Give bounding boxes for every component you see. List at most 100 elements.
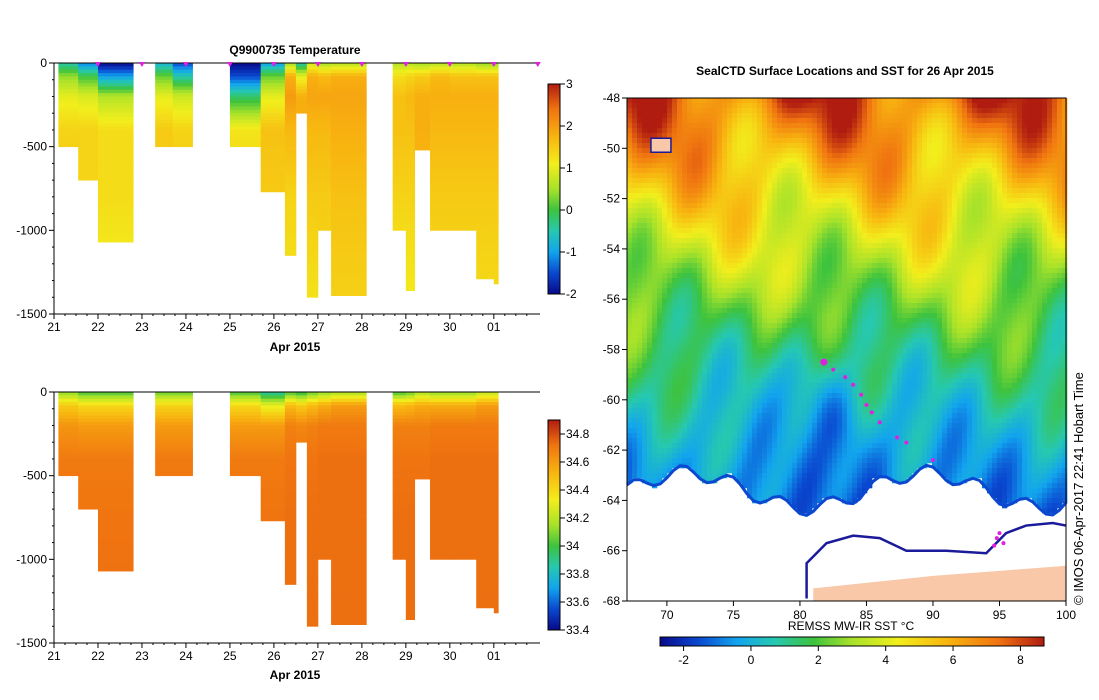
section-cell bbox=[405, 99, 416, 104]
sst-pixel bbox=[777, 238, 783, 244]
sst-pixel bbox=[902, 178, 908, 184]
section-cell bbox=[295, 63, 308, 67]
sst-pixel bbox=[827, 178, 833, 184]
section-cell bbox=[78, 79, 99, 84]
sst-pixel bbox=[777, 183, 783, 189]
section-cell bbox=[331, 109, 367, 114]
sst-pixel bbox=[977, 193, 983, 199]
sst-pixel bbox=[952, 128, 958, 134]
section-cell bbox=[97, 73, 134, 77]
section-cell bbox=[78, 492, 99, 497]
sst-pixel bbox=[767, 173, 773, 179]
sst-pixel bbox=[1042, 143, 1048, 149]
section-cell bbox=[78, 482, 99, 487]
section-cell bbox=[155, 405, 174, 410]
sst-pixel bbox=[752, 188, 758, 194]
section-cell bbox=[449, 479, 477, 483]
sst-pixel bbox=[912, 113, 918, 119]
sst-pixel bbox=[1032, 123, 1038, 129]
section-cell bbox=[284, 398, 297, 403]
section-cell bbox=[306, 223, 319, 228]
sst-pixel bbox=[702, 238, 708, 244]
sst-pixel bbox=[847, 233, 853, 239]
sst-pixel bbox=[967, 118, 973, 124]
sst-pixel bbox=[887, 243, 893, 249]
sst-pixel bbox=[817, 213, 823, 219]
sst-pixel bbox=[917, 258, 923, 264]
sst-pixel bbox=[902, 198, 908, 204]
sst-pixel bbox=[717, 153, 723, 159]
section-cell bbox=[392, 129, 407, 134]
sst-pixel bbox=[1027, 123, 1033, 129]
section-cell bbox=[78, 170, 99, 174]
section-cell bbox=[260, 438, 286, 443]
section-cell bbox=[430, 86, 451, 91]
section-cell bbox=[317, 455, 332, 460]
sst-pixel bbox=[772, 118, 778, 124]
sst-pixel bbox=[757, 108, 763, 114]
sst-pixel bbox=[762, 138, 768, 144]
sst-pixel bbox=[782, 163, 788, 169]
sst-pixel bbox=[887, 248, 893, 254]
section-cell bbox=[284, 422, 297, 426]
section-cell bbox=[306, 153, 319, 158]
section-cell bbox=[260, 472, 286, 477]
sst-pixel bbox=[912, 153, 918, 159]
sst-pixel bbox=[772, 228, 778, 234]
sst-pixel bbox=[832, 128, 838, 134]
sst-pixel bbox=[642, 233, 648, 239]
sst-pixel bbox=[797, 118, 803, 124]
sst-pixel bbox=[677, 138, 683, 144]
section-cell bbox=[493, 408, 499, 413]
section-cell bbox=[476, 606, 495, 609]
section-cell bbox=[392, 549, 407, 554]
sst-pixel bbox=[667, 258, 673, 264]
sst-pixel bbox=[1022, 98, 1028, 104]
sst-pixel bbox=[847, 143, 853, 149]
sst-pixel bbox=[752, 208, 758, 214]
sst-pixel bbox=[762, 238, 768, 244]
sst-pixel bbox=[1017, 153, 1023, 159]
section-cell bbox=[405, 612, 416, 617]
sst-pixel bbox=[772, 123, 778, 129]
sst-pixel bbox=[922, 198, 928, 204]
section-cell bbox=[405, 552, 416, 557]
sst-pixel bbox=[787, 163, 793, 169]
section-cell bbox=[97, 542, 134, 547]
sst-pixel bbox=[832, 213, 838, 219]
sst-pixel bbox=[912, 238, 918, 244]
sst-pixel bbox=[997, 233, 1003, 239]
sst-pixel bbox=[737, 183, 743, 189]
section-cell bbox=[414, 89, 431, 94]
sst-pixel bbox=[1042, 208, 1048, 214]
section-cell bbox=[306, 398, 319, 403]
sst-pixel bbox=[982, 223, 988, 229]
sst-pixel bbox=[932, 148, 938, 154]
sst-pixel bbox=[722, 243, 728, 249]
section-cell bbox=[306, 206, 319, 211]
section-cell bbox=[97, 415, 134, 420]
section-cell bbox=[58, 93, 79, 97]
sst-pixel bbox=[652, 193, 658, 199]
section-cell bbox=[493, 166, 499, 171]
sst-pixel bbox=[627, 158, 633, 164]
sst-pixel bbox=[757, 243, 763, 249]
sst-pixel bbox=[867, 128, 873, 134]
section-cell bbox=[331, 160, 367, 164]
section-cell bbox=[405, 203, 416, 208]
sst-pixel bbox=[682, 228, 688, 234]
section-cell bbox=[306, 566, 319, 570]
section-cell bbox=[493, 109, 499, 114]
section-cell bbox=[493, 113, 499, 117]
sst-pixel bbox=[642, 263, 648, 269]
sst-pixel bbox=[802, 108, 808, 114]
x-tick-label: 24 bbox=[179, 649, 193, 663]
sst-pixel bbox=[987, 98, 993, 104]
section-cell bbox=[405, 495, 416, 500]
section-cell bbox=[392, 422, 407, 426]
profile-marker bbox=[138, 62, 145, 67]
sst-pixel bbox=[777, 173, 783, 179]
sst-pixel bbox=[832, 183, 838, 189]
section-cell bbox=[476, 210, 495, 214]
sst-pixel bbox=[907, 243, 913, 249]
